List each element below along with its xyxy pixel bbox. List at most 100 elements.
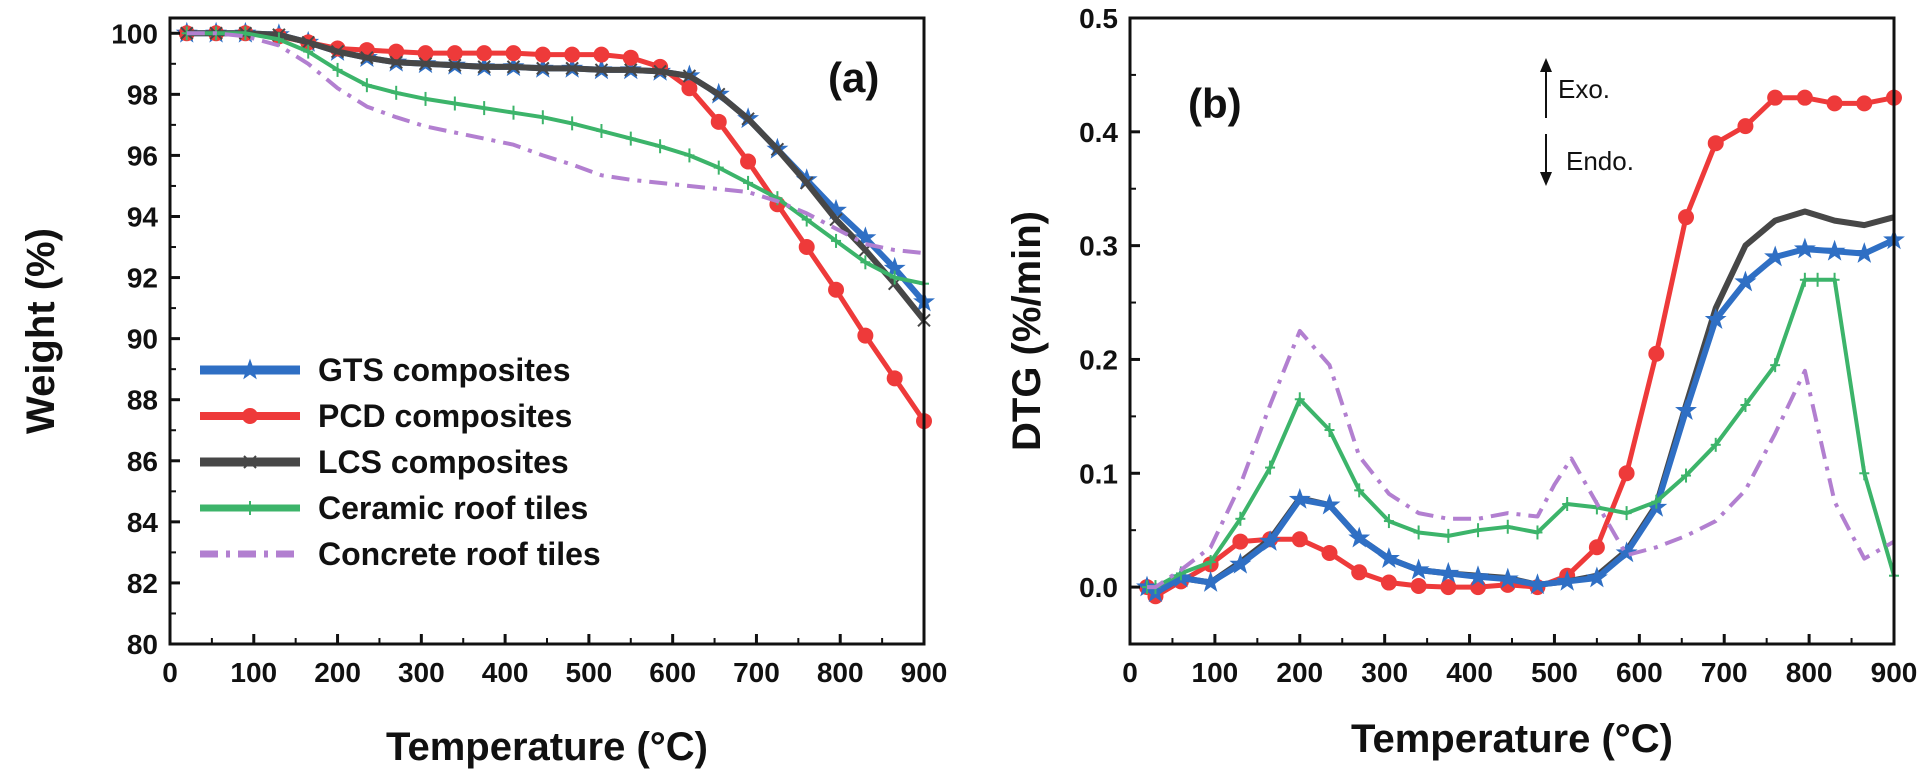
panel-b-data-point-gts	[1704, 308, 1727, 329]
panel-b-data-point-gts	[1199, 570, 1222, 592]
panel-b-data-point-gts	[1288, 487, 1311, 509]
panel-b-data-point-gts	[1675, 399, 1697, 421]
panel-a-y-tick-label: 92	[127, 263, 158, 294]
panel-b-data-point-cer	[1532, 525, 1543, 540]
exo-arrow-icon	[1540, 58, 1552, 118]
panel-a-data-point-lcs	[741, 112, 755, 126]
panel-a-data-point-cer	[684, 148, 695, 163]
panel-a-data-point-pcd	[505, 45, 522, 62]
panel-b-data-point-cer	[1413, 525, 1424, 540]
panel-b-data-point-gts	[1615, 541, 1638, 563]
legend-label-cer: Ceramic roof tiles	[318, 490, 588, 526]
panel-b-data-point-cer	[1562, 497, 1573, 512]
panel-a-series-cer	[181, 26, 929, 291]
panel-a-data-point-pcd	[476, 45, 493, 62]
panel-a-data-point-lcs	[624, 63, 638, 77]
panel-a-y-tick-label: 94	[127, 201, 159, 232]
panel-b-data-point-cer	[1621, 506, 1632, 521]
panel-b-data-point-cer	[1859, 466, 1870, 481]
panel-a-data-point-pcd	[740, 153, 757, 170]
panel-b-data-point-gts	[1407, 558, 1430, 580]
panel-b-x-tick-label: 100	[1192, 657, 1239, 688]
panel-a-x-axis-label: Temperature (°C)	[386, 725, 708, 769]
panel-a-data-point-lcs	[418, 57, 433, 71]
panel-a-data-point-gts	[854, 226, 877, 248]
panel-a-y-tick-label: 84	[127, 507, 159, 538]
panel-b-data-point-cer	[1354, 483, 1365, 498]
panel-b-data-point-pcd	[1380, 574, 1397, 591]
panel-b-series	[1136, 89, 1905, 605]
panel-b-data-point-cer	[1799, 272, 1810, 287]
panel-a-data-point-lcs	[360, 50, 374, 65]
panel-b-data-point-pcd	[1410, 577, 1427, 594]
panel-a-data-point-pcd	[388, 43, 405, 60]
panel-a-data-point-cer	[655, 139, 666, 154]
panel-b-data-point-gts	[1229, 552, 1252, 574]
panel-b-data-point-pcd	[1826, 95, 1843, 112]
panel-b-y-tick-label: 0.0	[1079, 572, 1118, 603]
legend-label-con: Concrete roof tiles	[318, 536, 601, 572]
panel-a-data-point-pcd	[886, 370, 903, 387]
panel-b-data-point-gts	[1764, 245, 1787, 267]
panel-b-series-gts	[1136, 228, 1905, 603]
panel-b-data-point-pcd	[1588, 539, 1605, 556]
panel-b-data-point-cer	[1473, 523, 1484, 538]
panel-a-data-point-cer	[479, 101, 490, 116]
panel-a-data-point-lcs	[506, 60, 521, 74]
panel-a-data-point-lcs	[682, 69, 697, 83]
panel-a-data-point-cer	[713, 160, 724, 175]
panel-a-y-tick-label: 88	[127, 385, 158, 416]
panel-b-x-tick-label: 500	[1531, 657, 1578, 688]
panel-b-data-point-pcd	[1321, 544, 1338, 561]
panel-b-y-tick-label: 0.4	[1079, 117, 1118, 148]
panel-b-data-point-cer	[1205, 555, 1216, 570]
panel-b-x-tick-label: 200	[1276, 657, 1323, 688]
panel-b-data-point-pcd	[1856, 95, 1873, 112]
panel-a-data-point-cer	[303, 44, 314, 59]
panel-a-x-tick-label: 200	[314, 657, 361, 688]
panel-b-y-tick-label: 0.3	[1079, 231, 1118, 262]
panel-b-data-point-gts	[1377, 547, 1400, 568]
panel-a-data-point-cer	[449, 96, 460, 111]
panel-a-data-point-lcs	[829, 212, 843, 227]
panel-b-y-tick-label: 0.1	[1079, 458, 1118, 489]
panel-b-data-point-cer	[1740, 397, 1751, 412]
panel-b-data-point-gts	[1318, 493, 1341, 515]
panel-b-y-axis-label: DTG (%/min)	[1005, 211, 1049, 451]
panel-a-series-lcs	[180, 26, 931, 328]
endo-annotation: Endo.	[1566, 146, 1634, 176]
panel-b-data-point-cer	[1265, 460, 1276, 475]
panel-b-data-point-cer	[1443, 528, 1454, 543]
panel-a-data-point-cer	[508, 105, 519, 120]
panel-b-series-pcd	[1138, 89, 1902, 605]
panel-b-data-point-cer	[1235, 511, 1246, 526]
panel-b-series-con	[1147, 329, 1895, 590]
panel-a-series-con	[186, 31, 925, 256]
legend-item-con: Concrete roof tiles	[200, 536, 601, 572]
panel-a-legend: GTS composites PCD composites LCS composit…	[200, 352, 601, 572]
panel-b-series-line-lcs	[1145, 208, 1895, 596]
panel-a-y-tick-label: 96	[127, 140, 158, 171]
panel-b-data-point-pcd	[1796, 89, 1813, 106]
panel-b-data-point-gts	[1823, 239, 1846, 261]
panel-a-data-point-cer	[361, 78, 372, 93]
panel-b-data-point-cer	[1812, 272, 1823, 287]
panel-b-data-point-cer	[1651, 494, 1662, 509]
panel-a-x-tick-label: 0	[162, 657, 178, 688]
panel-b-series-line-con	[1147, 329, 1895, 590]
legend-marker-lcs	[243, 455, 257, 469]
panel-b-data-point-cer	[1829, 272, 1840, 287]
panel-b-data-point-cer	[1502, 519, 1513, 534]
panel-a-data-point-lcs	[389, 55, 403, 69]
legend-label-lcs: LCS composites	[318, 444, 569, 480]
panel-a-x-tick-label: 300	[398, 657, 445, 688]
panel-a-data-point-cer	[391, 85, 402, 100]
panel-b-data-point-gts	[1853, 242, 1876, 263]
panel-a-y-axis-label: Weight (%)	[19, 228, 63, 434]
panel-a-data-point-cer	[420, 91, 431, 106]
panel-b-data-point-gts	[1734, 270, 1757, 292]
panel-b-x-tick-label: 400	[1446, 657, 1493, 688]
panel-a-x-tick-label: 100	[230, 657, 277, 688]
panel-a-chart: 0 100 200 300 400 500 600 700 800 900 80 82 84 86 88 90…	[19, 16, 947, 769]
panel-a-y-tick-label: 86	[127, 446, 158, 477]
